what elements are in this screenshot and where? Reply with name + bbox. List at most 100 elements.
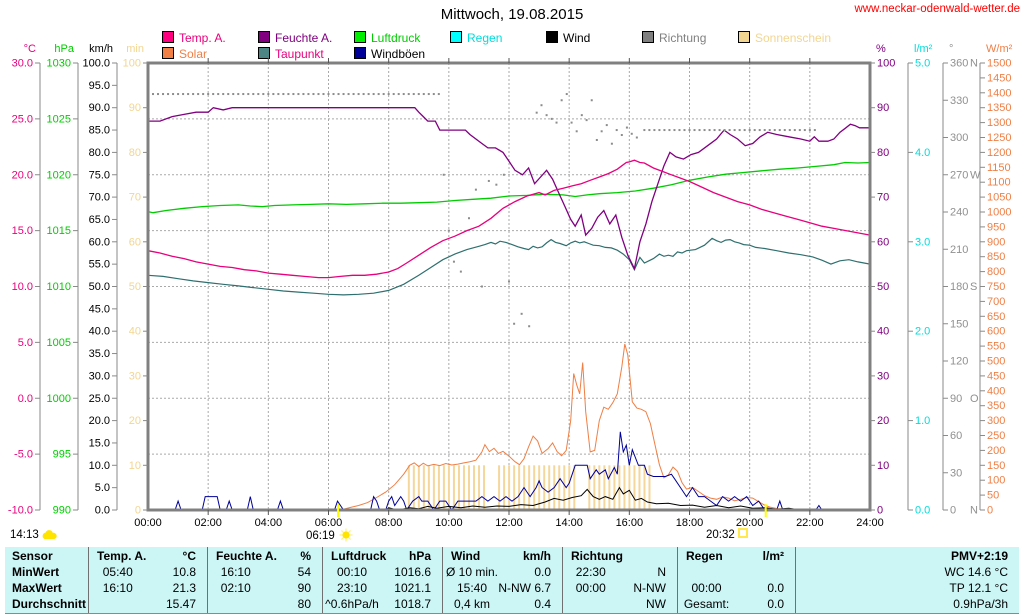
svg-text:30: 30 xyxy=(129,370,141,382)
svg-text:18:00: 18:00 xyxy=(676,517,704,529)
table-separator xyxy=(442,547,443,613)
table-cell: 1021.1 xyxy=(394,581,431,595)
legend-swatch-gusts xyxy=(354,47,366,59)
svg-text:-10.0: -10.0 xyxy=(8,505,33,517)
table-cell: 0.0 xyxy=(534,565,551,579)
svg-text:45.0: 45.0 xyxy=(89,303,110,315)
legend-item-temp: Temp. A. xyxy=(162,31,226,45)
svg-text:90.0: 90.0 xyxy=(89,102,110,114)
svg-text:35.0: 35.0 xyxy=(89,348,110,360)
table-cell: km/h xyxy=(522,549,551,563)
svg-text:l/m²: l/m² xyxy=(914,43,933,55)
svg-text:24:00: 24:00 xyxy=(856,517,884,529)
svg-text:150: 150 xyxy=(950,318,968,330)
svg-text:N: N xyxy=(970,505,978,517)
sunrise-time: 06:19 xyxy=(306,530,335,542)
svg-text:15.0: 15.0 xyxy=(89,437,110,449)
legend-swatch-humidity xyxy=(258,31,270,43)
legend-label-direction: Richtung xyxy=(659,31,707,45)
legend-item-gusts: Windböen xyxy=(354,47,425,61)
svg-text:N: N xyxy=(970,58,978,70)
legend-label-temp: Temp. A. xyxy=(179,31,226,45)
svg-text:25.0: 25.0 xyxy=(89,393,110,405)
svg-text:990: 990 xyxy=(53,505,71,517)
svg-text:1250: 1250 xyxy=(987,132,1011,144)
table-separator xyxy=(207,547,208,613)
series-dewpoint xyxy=(147,237,871,296)
sunrise-sun-icon xyxy=(339,528,353,542)
svg-text:55.0: 55.0 xyxy=(89,259,110,271)
series-pressure xyxy=(147,161,871,214)
daylight-sun-icon xyxy=(42,530,57,539)
sunset-time: 20:32 xyxy=(706,529,735,541)
table-cell: N-NW xyxy=(633,581,666,595)
sunrise-label: 06:19 xyxy=(306,528,354,542)
table-cell: l/m² xyxy=(762,549,784,563)
svg-text:10: 10 xyxy=(129,460,141,472)
svg-text:80.0: 80.0 xyxy=(89,147,110,159)
svg-text:700: 700 xyxy=(987,296,1005,308)
website-link[interactable]: www.neckar-odenwald-wetter.de xyxy=(854,3,1020,15)
svg-text:90: 90 xyxy=(877,102,889,114)
svg-text:240: 240 xyxy=(950,207,968,219)
table-cell: Gesamt: xyxy=(683,597,730,611)
svg-text:80: 80 xyxy=(129,147,141,159)
svg-text:10: 10 xyxy=(877,460,889,472)
legend-swatch-sunshine xyxy=(738,31,750,43)
svg-text:270: 270 xyxy=(950,169,968,181)
legend-swatch-rain xyxy=(450,31,462,43)
svg-text:1000: 1000 xyxy=(987,207,1011,219)
svg-text:70: 70 xyxy=(129,192,141,204)
table-cell: 00:00 xyxy=(691,581,722,595)
table-cell: 54 xyxy=(297,565,311,579)
table-cell: % xyxy=(300,549,311,563)
svg-text:90: 90 xyxy=(950,393,962,405)
legend-label-pressure: Luftdruck xyxy=(371,31,421,45)
table-separator xyxy=(322,547,323,613)
svg-text:210: 210 xyxy=(950,244,968,256)
table-cell: Richtung xyxy=(571,549,623,563)
series-solar xyxy=(340,343,870,511)
svg-text:100: 100 xyxy=(987,475,1005,487)
table-separator xyxy=(795,547,796,613)
svg-text:995: 995 xyxy=(53,449,71,461)
legend-item-pressure: Luftdruck xyxy=(354,31,421,45)
svg-text:0: 0 xyxy=(987,505,993,517)
sunset-label: 20:32 xyxy=(706,528,748,541)
svg-text:900: 900 xyxy=(987,236,1005,248)
table-cell: °C xyxy=(182,549,196,563)
svg-text:°C: °C xyxy=(24,43,36,55)
svg-text:1400: 1400 xyxy=(987,87,1011,99)
table-separator xyxy=(677,547,678,613)
svg-text:min: min xyxy=(126,43,144,55)
svg-text:O: O xyxy=(970,393,979,405)
table-cell: Luftdruck xyxy=(331,549,387,563)
svg-text:90: 90 xyxy=(129,102,141,114)
svg-text:800: 800 xyxy=(987,266,1005,278)
svg-text:22:00: 22:00 xyxy=(796,517,824,529)
svg-text:65.0: 65.0 xyxy=(89,214,110,226)
table-cell: 0,4 km xyxy=(453,597,490,611)
table-cell: NW xyxy=(646,597,666,611)
svg-text:1010: 1010 xyxy=(47,281,71,293)
legend-label-wind: Wind xyxy=(563,31,591,45)
table-separator xyxy=(88,547,89,613)
stats-table: Sensor MinWert MaxWert Durchschnitt Temp. A.… xyxy=(5,547,1019,614)
svg-text:100: 100 xyxy=(123,58,141,70)
svg-text:70.0: 70.0 xyxy=(89,192,110,204)
svg-text:350: 350 xyxy=(987,400,1005,412)
legend-item-direction: Richtung xyxy=(642,31,707,45)
svg-text:10:00: 10:00 xyxy=(435,517,463,529)
svg-text:-5.0: -5.0 xyxy=(14,449,33,461)
svg-text:1000: 1000 xyxy=(47,393,71,405)
svg-text:0.0: 0.0 xyxy=(18,393,33,405)
svg-text:12:00: 12:00 xyxy=(495,517,523,529)
table-cell: 90 xyxy=(297,581,311,595)
svg-text:3.0: 3.0 xyxy=(915,236,930,248)
table-cell: Regen xyxy=(686,549,723,563)
svg-text:20: 20 xyxy=(129,415,141,427)
table-cell: 16:10 xyxy=(220,565,251,579)
svg-text:600: 600 xyxy=(987,326,1005,338)
svg-text:1050: 1050 xyxy=(987,192,1011,204)
svg-text:50: 50 xyxy=(129,281,141,293)
